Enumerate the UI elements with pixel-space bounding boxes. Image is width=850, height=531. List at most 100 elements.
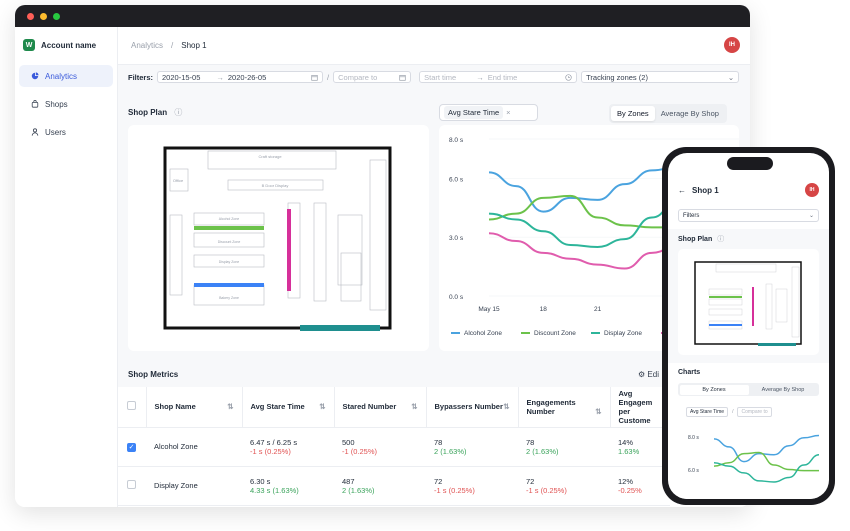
metric-value: 78	[526, 437, 535, 447]
metric-cell: 72 -1 s (0.25%)	[518, 466, 610, 506]
metric-delta: -1 s (0.25%)	[250, 446, 291, 456]
metric-cell: 6.30 s 4.33 s (1.63%)	[242, 466, 334, 506]
series-line[interactable]	[488, 194, 679, 229]
tracking-zones-select[interactable]: Tracking zones (2) ⌄	[581, 71, 740, 83]
breadcrumb-analytics[interactable]: Analytics	[131, 41, 164, 50]
legend-label: Display Zone	[604, 330, 642, 337]
pie-chart-icon	[31, 72, 39, 80]
end-time-placeholder: End time	[487, 72, 518, 82]
shop-plan-title: Shop Plan ⓘ	[128, 107, 182, 118]
arrow-right-icon: →	[216, 72, 224, 82]
sidebar-item-shops[interactable]: Shops	[19, 93, 113, 115]
breadcrumb-separator: /	[171, 41, 174, 50]
tab-by-zones[interactable]: By Zones	[611, 106, 655, 121]
info-icon[interactable]: ⓘ	[717, 236, 725, 243]
column-header-bypassers-number[interactable]: Bypassers Number ⇅	[426, 387, 519, 428]
tab-average-by-shop[interactable]: Average By Shop	[761, 386, 805, 393]
phone-chart-mode-toggle: By Zones Average By Shop	[678, 383, 819, 396]
metric-cell: 12% -0.25%	[610, 466, 670, 506]
column-label: Engagements Number	[526, 397, 576, 416]
metric-value: 6.30 s	[250, 476, 271, 486]
edit-button[interactable]: ⚙ Edi	[638, 370, 659, 379]
series-line[interactable]	[488, 165, 680, 213]
column-header-avg-stare-time[interactable]: Avg Stare Time ⇅	[242, 387, 335, 428]
sidebar-item-analytics[interactable]: Analytics	[19, 65, 113, 87]
metrics-table-body: ✓ Alcohol Zone 6.47 s / 6.25 s -1 s (0.25%)…	[118, 427, 670, 506]
user-icon	[31, 128, 39, 136]
table-header-row: Shop Name ⇅ Avg Stare Time ⇅ Stared Number…	[118, 387, 671, 428]
account-name: Account name	[41, 40, 97, 50]
sort-icon[interactable]: ⇅	[595, 406, 602, 416]
select-all-checkbox[interactable]	[127, 401, 136, 411]
breadcrumb: Analytics / Shop 1	[118, 27, 750, 65]
series-line[interactable]	[488, 198, 680, 248]
title-bar	[15, 5, 750, 27]
account-logo: W	[23, 39, 35, 51]
avatar[interactable]: IH	[805, 183, 819, 197]
plan-label-zone: Alcohol Zone	[219, 217, 239, 221]
phone-filter-separator: /	[732, 409, 734, 415]
back-arrow-icon[interactable]: ←	[678, 185, 686, 195]
phone-chart-filters: Avg Stare Time / Compare to	[686, 407, 772, 417]
sort-icon[interactable]: ⇅	[411, 402, 418, 412]
metric-cell: 500 -1 (0.25%)	[334, 427, 426, 467]
table-row[interactable]: ✓ Alcohol Zone 6.47 s / 6.25 s -1 s (0.25%)…	[118, 427, 670, 467]
minimize-window-button[interactable]	[40, 12, 47, 20]
series-line[interactable]	[488, 232, 680, 270]
phone-chart-card: Avg Stare Time / Compare to 8.0 s 6.0 s	[678, 401, 819, 499]
phone-compare-select[interactable]: Compare to	[737, 407, 772, 417]
metric-delta: 4.33 s (1.63%)	[250, 485, 299, 495]
phone-filters-select[interactable]: Filters ⌄	[678, 209, 819, 222]
phone-filters-label: Filters	[683, 212, 700, 219]
shop-plan-title-text: Shop Plan	[128, 108, 168, 117]
metric-value: 6.47 s / 6.25 s	[250, 437, 298, 447]
remove-icon[interactable]: ×	[506, 108, 511, 117]
sidebar-item-label: Analytics	[45, 71, 78, 81]
phone-shop-plan-card	[678, 249, 819, 355]
arrow-right-icon: →	[476, 72, 484, 82]
plan-outer-wall	[163, 146, 392, 330]
phone-metric-select[interactable]: Avg Stare Time	[686, 407, 729, 417]
sort-icon[interactable]: ⇅	[227, 402, 234, 412]
sort-icon[interactable]: ⇅	[319, 402, 326, 412]
zone-discount-marker[interactable]	[194, 226, 264, 230]
phone-y-tick: 8.0 s	[688, 435, 699, 441]
tab-by-zones[interactable]: By Zones	[679, 384, 749, 395]
zone-bakery-marker[interactable]	[287, 209, 291, 291]
date-end: 2020-26-05	[227, 72, 267, 82]
avatar[interactable]: IH	[724, 37, 740, 53]
close-window-button[interactable]	[27, 12, 34, 20]
chart-mode-toggle: By Zones Average By Shop	[609, 104, 727, 123]
metric-value: 72	[434, 476, 443, 486]
account-switcher[interactable]: W Account name	[15, 27, 117, 51]
metric-delta: -0.25%	[618, 485, 642, 495]
column-header-avg-engagement[interactable]: Avg Engagem per Custome	[610, 387, 671, 428]
metric-chip: Avg Stare Time	[444, 106, 504, 119]
compare-to-picker[interactable]: Compare to	[333, 71, 412, 83]
column-header-engagements-number[interactable]: Engagements Number ⇅	[518, 387, 611, 428]
time-range-picker[interactable]: Start time → End time	[419, 71, 578, 83]
phone-header: ← Shop 1 IH	[668, 175, 829, 205]
phone-notch	[727, 157, 773, 170]
metrics-table: Shop Name ⇅ Avg Stare Time ⇅ Stared Number…	[118, 387, 671, 506]
zone-display-marker[interactable]	[194, 283, 264, 287]
series-line	[713, 451, 819, 472]
tab-average-by-shop[interactable]: Average By Shop	[660, 109, 719, 118]
date-range-picker[interactable]: 2020-15-05 → 2020-26-05	[157, 71, 324, 83]
filters-bar: Filters: 2020-15-05 → 2020-26-05 / Compa…	[128, 70, 740, 84]
main-content: Analytics / Shop 1 IH Filters: 2020-15-0…	[118, 27, 750, 507]
column-header-stared-number[interactable]: Stared Number ⇅	[334, 387, 427, 428]
column-label: Shop Name	[154, 402, 196, 412]
metric-delta: 2 (1.63%)	[342, 485, 375, 495]
table-row[interactable]: Display Zone 6.30 s 4.33 s (1.63%) 487 2 (1.…	[118, 466, 670, 506]
maximize-window-button[interactable]	[53, 12, 60, 20]
metric-select[interactable]: Avg Stare Time ×	[439, 104, 538, 121]
sidebar-item-users[interactable]: Users	[19, 121, 113, 143]
sort-icon[interactable]: ⇅	[503, 402, 510, 412]
calendar-icon	[399, 74, 406, 81]
row-checkbox[interactable]: ✓	[127, 442, 136, 452]
column-header-shop-name[interactable]: Shop Name ⇅	[146, 387, 243, 428]
info-icon[interactable]: ⓘ	[174, 108, 183, 117]
plan-label-zone: Bakery Zone	[219, 296, 239, 300]
row-checkbox[interactable]	[127, 480, 136, 489]
